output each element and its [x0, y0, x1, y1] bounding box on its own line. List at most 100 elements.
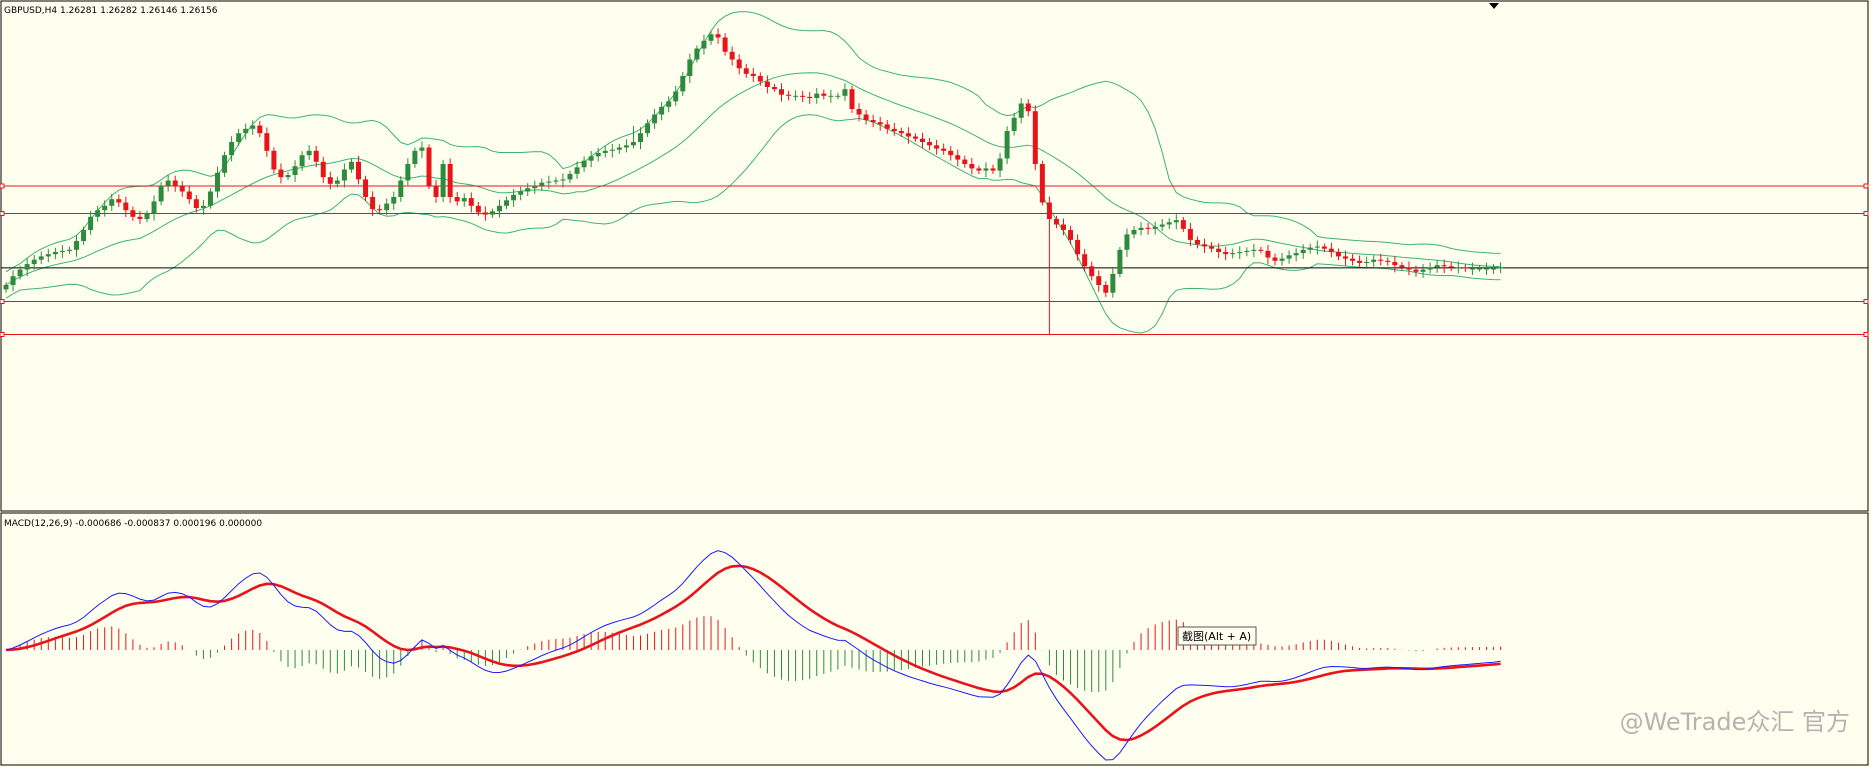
candle-body — [123, 202, 129, 211]
candle-body — [313, 150, 319, 162]
candle — [645, 119, 651, 137]
candle-body — [207, 191, 213, 206]
candle — [1018, 98, 1024, 124]
candle — [1385, 257, 1391, 266]
candle — [1053, 215, 1059, 229]
candle — [419, 141, 425, 158]
candle — [412, 147, 418, 168]
candle-body — [743, 68, 749, 74]
candle — [539, 178, 545, 192]
candle — [701, 34, 707, 55]
candle — [856, 103, 862, 122]
candle-body — [680, 76, 686, 92]
candle-body — [581, 160, 587, 168]
candle — [222, 151, 228, 177]
horizontal-levels[interactable] — [0, 183, 1869, 337]
candle — [264, 127, 270, 157]
candle-body — [1378, 259, 1384, 261]
candle — [1131, 226, 1137, 239]
candle-body — [257, 125, 263, 134]
candle-body — [1300, 249, 1306, 254]
candle — [997, 152, 1003, 178]
candle — [934, 139, 940, 155]
bollinger-middle-band — [5, 72, 1501, 286]
candle — [1124, 228, 1130, 257]
candle — [969, 158, 975, 175]
candle — [962, 155, 968, 168]
candle — [842, 83, 848, 101]
candle-body — [666, 101, 672, 107]
candle — [193, 195, 199, 213]
candle-body — [941, 148, 947, 151]
candle — [377, 204, 383, 215]
candle — [334, 176, 340, 188]
candle-body — [912, 136, 918, 139]
candle-body — [1145, 227, 1151, 229]
candle — [348, 158, 354, 173]
candle — [912, 133, 918, 142]
candle — [59, 244, 65, 259]
candle — [1004, 126, 1010, 164]
candle-body — [560, 179, 566, 181]
candle-body — [511, 194, 517, 201]
candle — [1272, 253, 1278, 266]
candle-body — [652, 114, 658, 124]
candle — [426, 144, 432, 190]
candle — [905, 127, 911, 144]
candle-body — [200, 205, 206, 208]
candle-body — [1082, 254, 1088, 267]
candle-body — [3, 285, 9, 290]
candle — [525, 183, 531, 196]
candle-body — [1032, 111, 1038, 164]
candle — [468, 192, 474, 213]
candle — [743, 63, 749, 78]
candle-body — [1307, 247, 1313, 250]
candle-body — [31, 259, 37, 265]
candle — [1216, 243, 1222, 259]
candle-body — [398, 180, 404, 197]
candle-body — [130, 210, 136, 217]
candle-body — [1096, 276, 1102, 285]
candle-body — [348, 161, 354, 170]
candle-body — [327, 177, 333, 184]
candle — [849, 85, 855, 113]
price-panel[interactable]: GBPUSD,H4 1.26281 1.26282 1.26146 1.2615… — [0, 0, 1869, 512]
candle — [257, 121, 263, 138]
candle-body — [687, 59, 693, 76]
candle-body — [955, 155, 961, 160]
candle-body — [454, 197, 460, 202]
candle-body — [1110, 274, 1116, 293]
candle-body — [701, 40, 707, 49]
candle — [800, 90, 806, 103]
macd-panel[interactable]: MACD(12,26,9) -0.000686 -0.000837 0.0001… — [0, 512, 1869, 766]
watermark: @WeTrade众汇 官方 — [1620, 708, 1850, 736]
candle — [1307, 243, 1313, 254]
candle-body — [292, 166, 298, 175]
candle — [165, 174, 171, 192]
candle — [341, 163, 347, 188]
chart-shift-marker-icon[interactable] — [1489, 3, 1499, 9]
candle — [137, 210, 143, 224]
candle — [130, 206, 136, 221]
candle — [983, 162, 989, 178]
candle — [398, 176, 404, 202]
candle-body — [1279, 258, 1285, 261]
candle-body — [1173, 220, 1179, 223]
candle-body — [1335, 252, 1341, 257]
candle-body — [948, 150, 954, 156]
candle — [638, 127, 643, 150]
candle — [1469, 262, 1475, 276]
candle — [1089, 261, 1095, 281]
candle-body — [52, 252, 58, 255]
candle — [1138, 222, 1144, 236]
candle — [123, 196, 129, 218]
tooltip-box — [1177, 626, 1257, 646]
level-handle-left-1 — [0, 183, 5, 189]
candle — [1244, 247, 1250, 257]
candle — [229, 136, 235, 162]
candle — [870, 114, 876, 128]
candle-body — [1427, 267, 1433, 270]
candle — [1230, 248, 1236, 259]
candle — [807, 92, 813, 104]
